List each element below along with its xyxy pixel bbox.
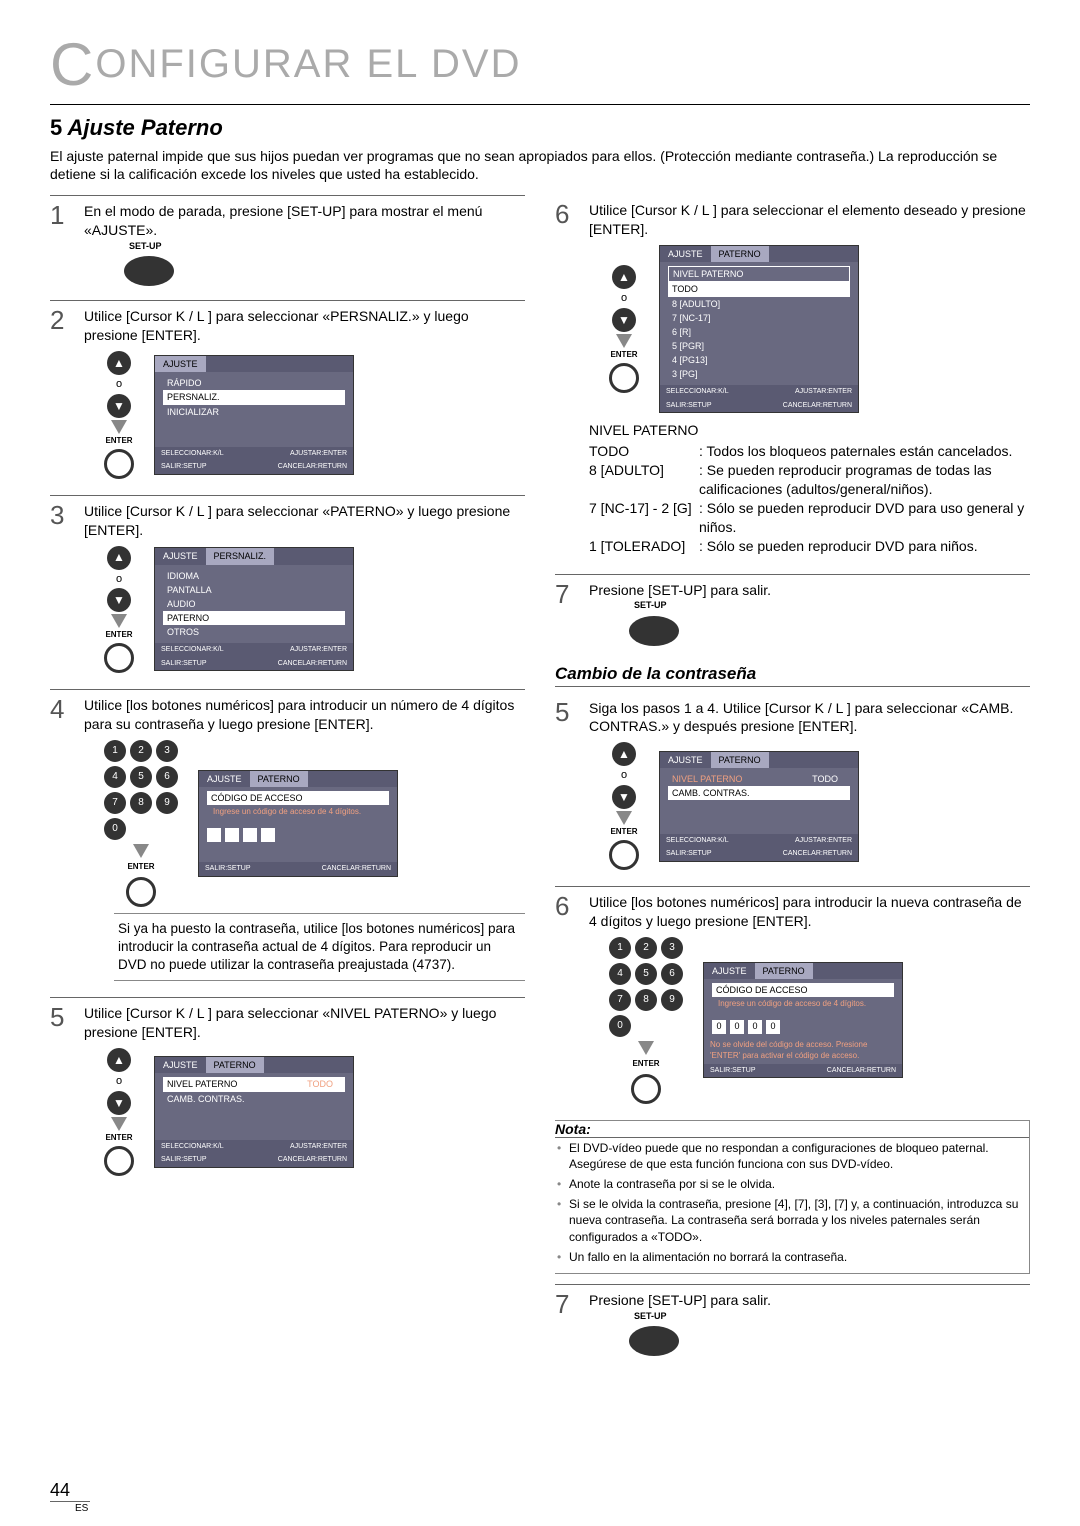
step-number: 6 (555, 201, 579, 563)
section-intro: El ajuste paternal impide que sus hijos … (50, 147, 1030, 183)
step-number: 5 (555, 699, 579, 876)
osd-item: INICIALIZAR (163, 405, 345, 419)
nota-item: Si se le olvida la contraseña, presione … (555, 1194, 1029, 1247)
level-heading: NIVEL PATERNO (589, 421, 1030, 440)
osd-item: RÁPIDO (163, 376, 345, 390)
arrow-down-icon (111, 420, 127, 434)
level-table: NIVEL PATERNO TODO: Todos los bloqueos p… (589, 421, 1030, 555)
lang-label: ES (75, 1503, 88, 1514)
step-text: Utilice [Cursor K / L ] para seleccionar… (84, 1004, 525, 1042)
left-column: 1 En el modo de parada, presione [SET-UP… (50, 195, 525, 1370)
osd-screen-persnaliz: AJUSTEPERSNALIZ. IDIOMA PANTALLA AUDIO P… (154, 547, 354, 671)
cambio-step-5: 5 Siga los pasos 1 a 4. Utilice [Cursor … (555, 693, 1030, 876)
step-text: Utilice [Cursor K / L ] para seleccionar… (589, 201, 1030, 239)
step-text: Utilice [Cursor K / L ] para seleccionar… (84, 502, 525, 540)
page-number: 44 (50, 1480, 90, 1502)
enter-button-icon (104, 449, 134, 479)
numpad-icon: 123 456 789 0 (104, 740, 178, 840)
step-7: 7 Presione [SET-UP] para salir. SET-UP (555, 574, 1030, 650)
cambio-step-6: 6 Utilice [los botones numéricos] para i… (555, 886, 1030, 1110)
right-column: 6 Utilice [Cursor K / L ] para seleccion… (555, 195, 1030, 1370)
step-text: Utilice [los botones numéricos] para int… (589, 893, 1030, 931)
osd-screen-nivel: AJUSTEPATERNO NIVEL PATERNOTODO CAMB. CO… (154, 1056, 354, 1167)
step-text: Utilice [Cursor K / L ] para seleccionar… (84, 307, 525, 345)
step-text: Presione [SET-UP] para salir. (589, 581, 1030, 600)
osd-screen-ajuste: AJUSTE RÁPIDO PERSNALIZ. INICIALIZAR SEL… (154, 355, 354, 474)
step-6: 6 Utilice [Cursor K / L ] para seleccion… (555, 195, 1030, 563)
step-number: 4 (50, 696, 74, 987)
nota-item: Un fallo en la alimentación no borrará l… (555, 1247, 1029, 1267)
step-number: 1 (50, 202, 74, 290)
page-title: CCONFIGURAR EL DVDONFIGURAR EL DVD (50, 30, 1030, 105)
step-text: En el modo de parada, presione [SET-UP] … (84, 202, 525, 240)
step-number: 5 (50, 1004, 74, 1181)
step-1: 1 En el modo de parada, presione [SET-UP… (50, 195, 525, 290)
cursor-buttons: ▲ o ▼ ENTER (104, 351, 134, 479)
step-number: 3 (50, 502, 74, 679)
osd-screen-camb: AJUSTEPATERNO NIVEL PATERNOTODO CAMB. CO… (659, 751, 859, 862)
step-number: 2 (50, 307, 74, 484)
setup-label: SET-UP (129, 240, 525, 252)
step-text: Utilice [los botones numéricos] para int… (84, 696, 525, 734)
nota-block: Nota: El DVD-vídeo puede que no responda… (555, 1120, 1030, 1274)
nota-title: Nota: (555, 1121, 1029, 1138)
numpad-group: 123 456 789 0 ENTER (104, 740, 178, 907)
step-text: Siga los pasos 1 a 4. Utilice [Cursor K … (589, 699, 1030, 737)
step-2: 2 Utilice [Cursor K / L ] para seleccion… (50, 300, 525, 484)
cursor-down-icon: ▼ (107, 394, 131, 418)
step-4-note: Si ya ha puesto la contraseña, utilice [… (114, 913, 525, 982)
enter-label: ENTER (105, 436, 132, 447)
cursor-buttons: ▲o▼ ENTER (104, 546, 134, 674)
setup-button-icon (124, 256, 174, 286)
nota-item: Anote la contraseña por si se le olvida. (555, 1174, 1029, 1194)
section-heading: 5 Ajuste Paterno (50, 115, 1030, 141)
osd-item-selected: PERSNALIZ. (163, 390, 345, 404)
step-number: 6 (555, 893, 579, 1110)
osd-screen-codigo: AJUSTEPATERNO CÓDIGO DE ACCESO Ingrese u… (198, 770, 398, 877)
step-number: 7 (555, 581, 579, 650)
step-5: 5 Utilice [Cursor K / L ] para seleccion… (50, 997, 525, 1181)
cambio-step-7: 7 Presione [SET-UP] para salir. SET-UP (555, 1284, 1030, 1360)
nota-item: El DVD-vídeo puede que no respondan a co… (555, 1138, 1029, 1174)
cambio-heading: Cambio de la contraseña (555, 664, 1030, 687)
step-number: 7 (555, 1291, 579, 1360)
cursor-up-icon: ▲ (107, 351, 131, 375)
osd-screen-new-code: AJUSTEPATERNO CÓDIGO DE ACCESO Ingrese u… (703, 962, 903, 1078)
osd-screen-levels: AJUSTEPATERNO NIVEL PATERNO TODO 8 [ADUL… (659, 245, 859, 413)
step-text: Presione [SET-UP] para salir. (589, 1291, 1030, 1310)
step-3: 3 Utilice [Cursor K / L ] para seleccion… (50, 495, 525, 679)
step-4: 4 Utilice [los botones numéricos] para i… (50, 689, 525, 987)
